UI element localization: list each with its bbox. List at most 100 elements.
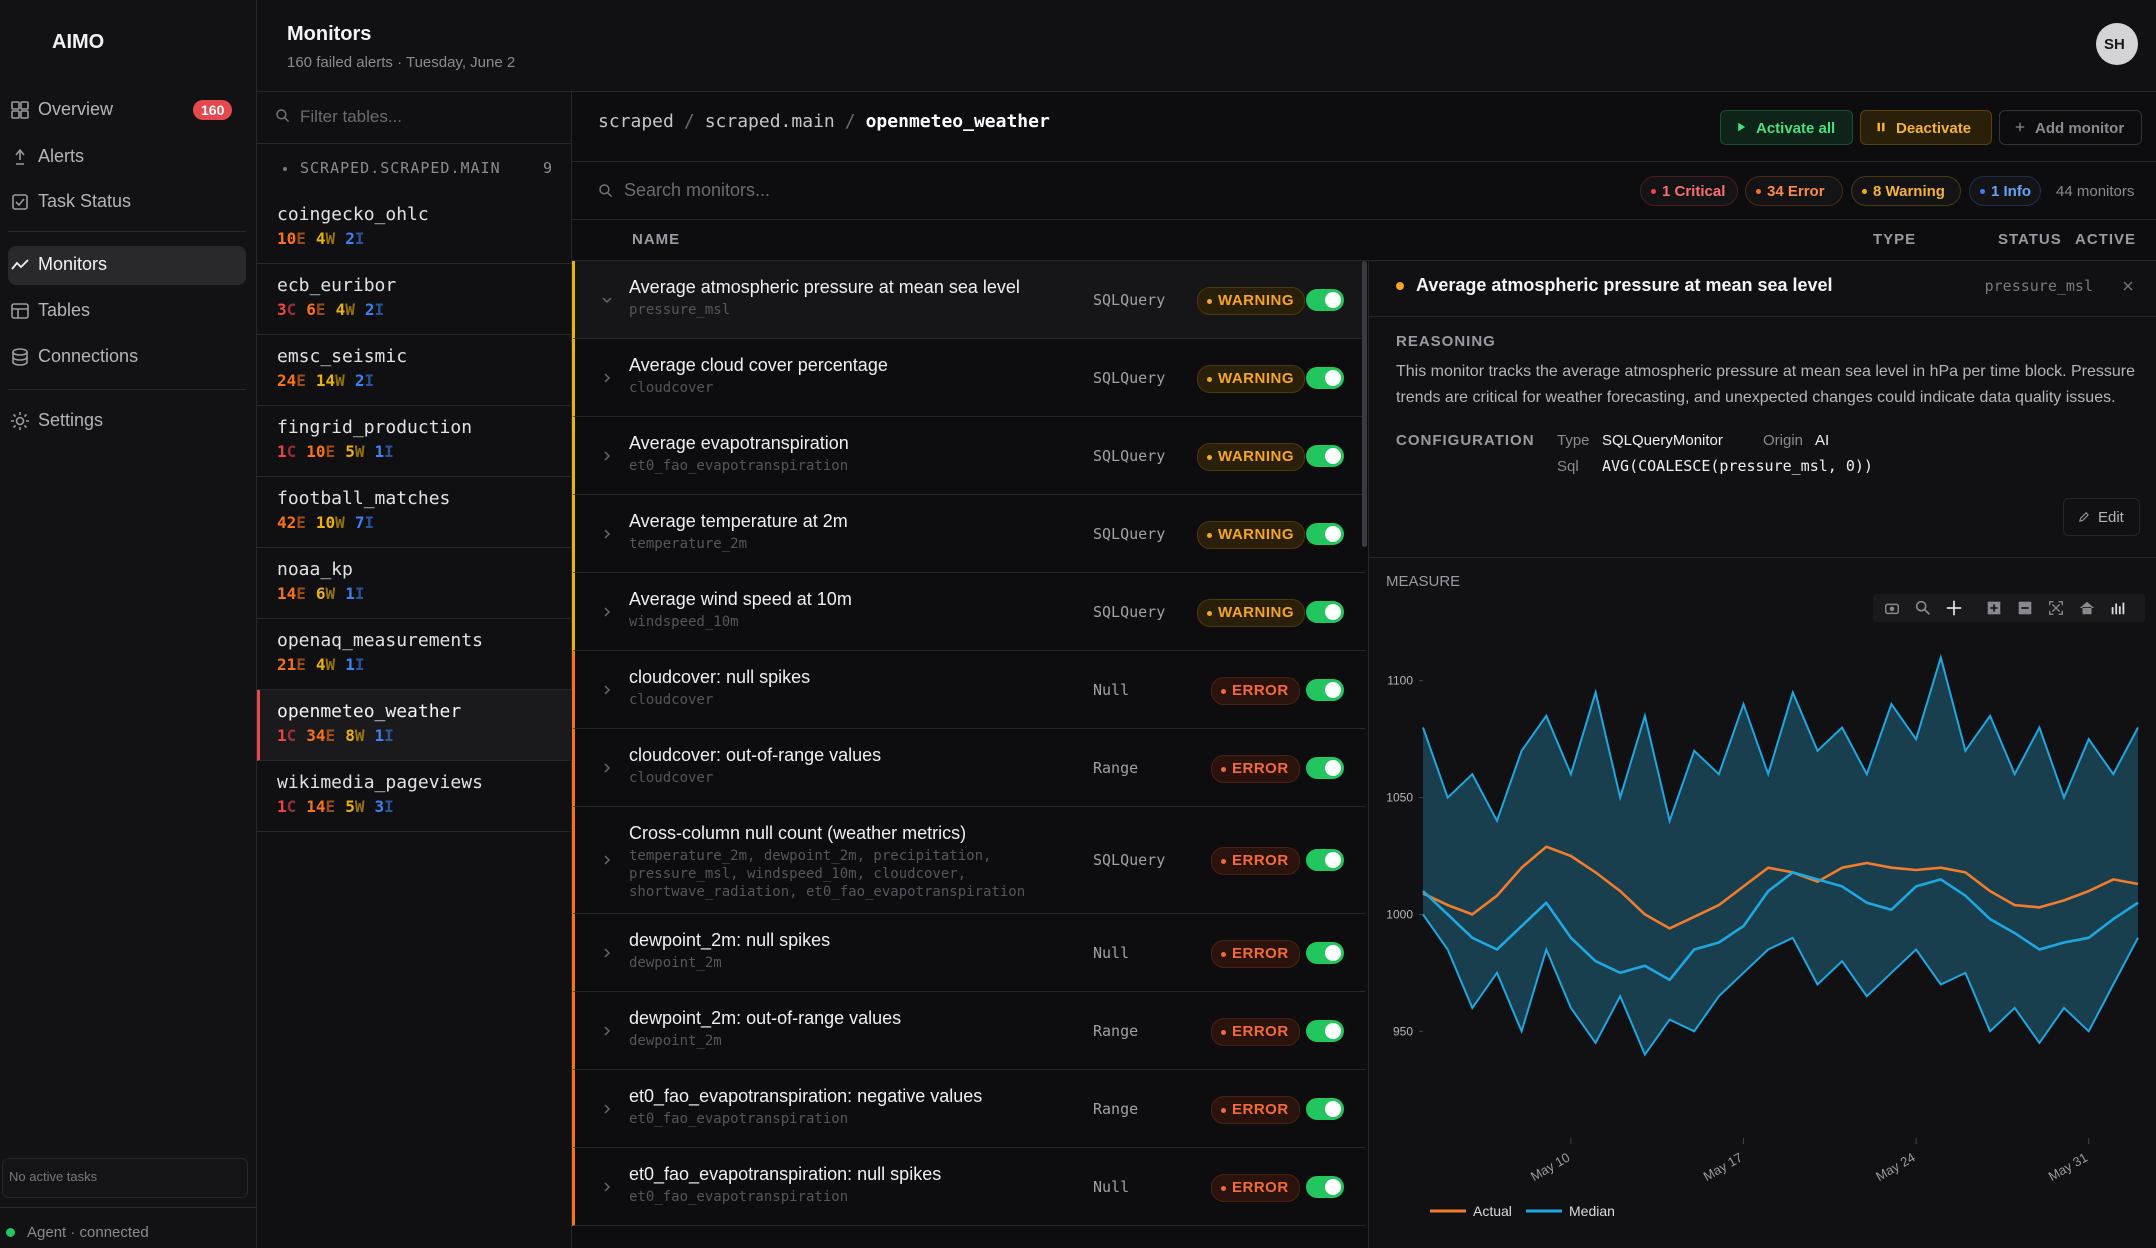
monitor-columns: cloudcover [629, 692, 714, 708]
table-item[interactable] [257, 335, 572, 406]
breadcrumb-part[interactable]: openmeteo_weather [865, 111, 1050, 132]
nav-item[interactable]: Settings [38, 410, 104, 431]
monitor-columns: et0_fao_evapotranspiration [629, 1189, 849, 1205]
breadcrumb-sep: / [683, 111, 695, 132]
count-value: 2 [364, 300, 375, 319]
count-value: 4 [315, 229, 326, 248]
monitor-row[interactable]: cloudcover: out-of-range values cloudcove… [572, 729, 1365, 807]
monitor-name: Average evapotranspiration [629, 433, 849, 453]
count-value: 5 [345, 442, 355, 461]
group-name: SCRAPED.SCRAPED.MAIN [300, 158, 501, 177]
count-kind: C [286, 726, 297, 745]
active-toggle[interactable] [1306, 522, 1344, 545]
chevron [599, 370, 615, 386]
breadcrumb-part[interactable]: scraped.main [704, 111, 835, 132]
icon-svg [12, 348, 28, 366]
monitor-row[interactable]: et0_fao_evapotranspiration: null spikes e… [572, 1148, 1365, 1226]
table-item[interactable] [257, 193, 572, 264]
status-badge: ERROR [1211, 1017, 1300, 1046]
search-divider [572, 219, 2156, 220]
filter-label: 34 Error [1767, 182, 1825, 200]
toggle-knob [1325, 525, 1341, 542]
monitor-row[interactable]: Cross-column null count (weather metrics… [572, 807, 1365, 914]
toggle-knob [1325, 1022, 1341, 1039]
filter-dot [1862, 189, 1867, 194]
active-toggle[interactable] [1306, 849, 1344, 871]
table-item[interactable] [257, 477, 572, 548]
icon-svg [2123, 281, 2133, 291]
icon-svg [11, 412, 29, 430]
monitor-row[interactable]: Average cloud cover percentage cloudcover… [572, 339, 1365, 417]
count-value: 24 [277, 371, 297, 390]
monitor-row[interactable]: dewpoint_2m: null spikes dewpoint_2m Null E… [572, 914, 1365, 992]
table-item[interactable] [257, 690, 572, 761]
filter-pill[interactable] [1745, 176, 1843, 206]
page-title: Monitors [287, 23, 372, 45]
action-button[interactable] [1999, 110, 2142, 145]
count-kind: E [296, 229, 306, 248]
status-dot [1221, 951, 1226, 957]
nav-item[interactable]: Overview [38, 99, 114, 120]
status-badge: WARNING [1197, 286, 1305, 315]
filter-pill[interactable] [1851, 176, 1961, 206]
monitor-row[interactable]: Average temperature at 2m temperature_2m S… [572, 495, 1365, 573]
table-item[interactable] [257, 406, 572, 477]
icon [2077, 510, 2091, 524]
monitor-row[interactable]: Average atmospheric pressure at mean sea… [572, 261, 1365, 339]
table-item[interactable] [257, 264, 572, 335]
table-item[interactable] [257, 761, 572, 832]
nav-item[interactable]: Connections [38, 346, 139, 367]
table-item[interactable] [257, 548, 572, 619]
avatar [2096, 23, 2138, 65]
chevron-icon [604, 528, 611, 539]
count-kind: I [374, 300, 385, 319]
active-toggle[interactable] [1306, 288, 1344, 311]
monitor-row[interactable]: dewpoint_2m: out-of-range values dewpoint… [572, 992, 1365, 1070]
status-badge: ERROR [1211, 1095, 1300, 1124]
active-toggle[interactable] [1306, 1175, 1344, 1198]
count-value: 6 [315, 584, 326, 603]
count-kind: E [296, 584, 306, 603]
toolbar-divider [572, 161, 2156, 162]
icon[interactable] [2120, 278, 2136, 294]
active-toggle[interactable] [1306, 1097, 1344, 1120]
chevron-icon [604, 855, 611, 865]
breadcrumb-part[interactable]: scraped [598, 111, 674, 132]
monitor-row[interactable]: cloudcover: null spikes cloudcover Null ERR… [572, 651, 1365, 729]
monitor-columns: pressure_msl [629, 302, 731, 318]
config-key: Type [1557, 431, 1590, 449]
action-button[interactable] [1860, 110, 1992, 145]
monitor-row[interactable]: Average evapotranspiration et0_fao_evapot… [572, 417, 1365, 495]
column-header: TYPE [1873, 230, 1917, 248]
count-value: 10 [277, 229, 297, 248]
filter-input[interactable]: Filter tables... [300, 107, 403, 127]
count-value: 1 [277, 797, 287, 816]
edit-button[interactable] [2063, 498, 2140, 536]
active-toggle[interactable] [1306, 366, 1344, 389]
nav-item[interactable]: Monitors [38, 254, 108, 275]
active-toggle[interactable] [1306, 941, 1344, 964]
active-toggle[interactable] [1306, 600, 1344, 623]
active-toggle[interactable] [1306, 444, 1344, 467]
monitor-type: SQLQuery [1093, 524, 1166, 543]
config-value: AI [1815, 431, 1830, 449]
active-toggle[interactable] [1306, 756, 1344, 779]
count-value: 1 [277, 726, 287, 745]
icon [10, 100, 30, 120]
breadcrumb-sep: / [844, 111, 856, 132]
icon-svg [2079, 601, 2095, 615]
nav-item[interactable]: Tables [38, 300, 91, 321]
monitor-row[interactable]: et0_fao_evapotranspiration: negative val… [572, 1070, 1365, 1148]
active-toggle[interactable] [1306, 1019, 1344, 1042]
brand: AIMO [52, 31, 105, 53]
monitor-type: SQLQuery [1093, 290, 1166, 309]
count-kind: W [325, 584, 336, 603]
nav-item[interactable]: Task Status [38, 191, 132, 212]
monitor-row[interactable]: Average wind speed at 10m windspeed_10m SQ… [572, 573, 1365, 651]
search-input[interactable]: Search monitors... [624, 180, 771, 201]
nav-item[interactable]: Alerts [38, 146, 85, 167]
filter-pill[interactable] [1640, 176, 1738, 206]
active-toggle[interactable] [1306, 678, 1344, 701]
section-label: CONFIGURATION [1396, 431, 1535, 449]
table-item[interactable] [257, 619, 572, 690]
